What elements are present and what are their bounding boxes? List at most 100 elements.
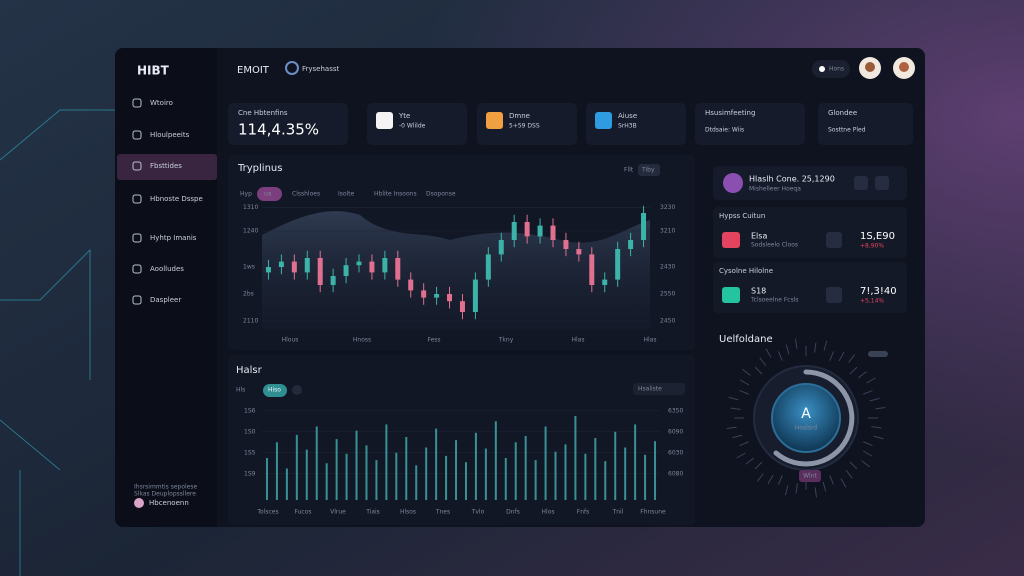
x-tick-label: Dnfs bbox=[506, 509, 520, 516]
x-tick-label: Tnil bbox=[612, 509, 624, 516]
bar bbox=[265, 458, 268, 500]
nav-item[interactable]: Wtoiro bbox=[150, 99, 173, 107]
list-sub: Tclsoeelne Fcsls bbox=[750, 297, 799, 304]
list-title: Hypss Cuitun bbox=[719, 212, 765, 220]
right-column: Hlaslh Cone. 25,1290 Mishelleer Hoeqa Hyps… bbox=[713, 166, 907, 498]
toggle[interactable] bbox=[812, 60, 850, 78]
list-panel bbox=[713, 207, 907, 258]
gauge-ray bbox=[759, 357, 767, 366]
filter-dot[interactable] bbox=[292, 385, 302, 395]
filter[interactable]: Dsoponse bbox=[426, 191, 456, 198]
x-tick-label: Tvlo bbox=[471, 509, 485, 516]
list-sub: Sodsleelo Cloos bbox=[751, 242, 798, 249]
search-text[interactable]: Frysehasst bbox=[302, 65, 340, 73]
bar bbox=[594, 438, 597, 500]
gauge-knob[interactable] bbox=[771, 383, 841, 453]
list-button[interactable] bbox=[826, 287, 842, 303]
y-tick-label-left: 1ws bbox=[243, 264, 255, 271]
icon-button[interactable] bbox=[875, 176, 889, 190]
list-name: S18 bbox=[751, 287, 766, 296]
nav-item[interactable]: Hyhtp Imanis bbox=[150, 234, 197, 242]
bar bbox=[385, 424, 388, 500]
range[interactable]: Hsaliste bbox=[638, 386, 662, 393]
stat-cards: Cne Hbtenfins 114,4.35% Yte -0 Wlilde Dmne 5+… bbox=[228, 103, 913, 145]
nav-item[interactable]: Aoolludes bbox=[150, 265, 184, 273]
gauge-ray bbox=[849, 366, 858, 375]
gauge-ray bbox=[861, 460, 870, 468]
x-tick-label: Hnoss bbox=[353, 337, 371, 344]
y-tick-label: 6090 bbox=[668, 428, 683, 435]
gauge-ray bbox=[863, 441, 873, 447]
logo: HIBT bbox=[137, 64, 170, 78]
nav-item[interactable]: Hloulpeeits bbox=[150, 131, 190, 139]
range-chip[interactable] bbox=[638, 164, 660, 176]
filter[interactable]: ua bbox=[264, 191, 272, 198]
nav-item[interactable]: Daspleer bbox=[150, 296, 181, 304]
range-option[interactable]: Fllt bbox=[624, 167, 634, 174]
filter-chip[interactable] bbox=[263, 384, 287, 397]
candle-body bbox=[576, 249, 582, 255]
filter[interactable]: Hyp bbox=[240, 191, 252, 198]
y-tick-label: 2430 bbox=[660, 264, 675, 271]
gauge-ray bbox=[732, 434, 743, 439]
y-tick-label-left: 2110 bbox=[243, 318, 258, 325]
stat-card[interactable] bbox=[818, 103, 913, 145]
candle-body bbox=[459, 301, 465, 312]
candle-body bbox=[421, 290, 427, 298]
candle-body bbox=[356, 261, 362, 266]
nav-icon bbox=[132, 161, 142, 171]
candle-body bbox=[408, 279, 414, 291]
list-value: 7!,3!40 bbox=[860, 286, 897, 297]
card-value: Sosttne Pled bbox=[828, 127, 866, 134]
bar bbox=[504, 458, 507, 500]
filter[interactable]: Hls bbox=[236, 387, 245, 394]
x-tick-label: Tnes bbox=[435, 509, 450, 516]
filter[interactable]: Isolte bbox=[338, 191, 355, 198]
gauge-label: A bbox=[801, 406, 811, 422]
bar bbox=[584, 453, 587, 500]
nav-item[interactable]: Hbnoste Dsspe bbox=[150, 195, 203, 203]
user-name: Hbcenoenn bbox=[149, 499, 189, 507]
gauge-ray bbox=[765, 348, 772, 358]
sidebar-footer: Slkas Deuplopssllere bbox=[134, 491, 196, 498]
filter-chip[interactable] bbox=[257, 187, 282, 201]
range-option[interactable]: Tiby bbox=[641, 167, 655, 174]
filter[interactable]: Hblite Insoons bbox=[374, 191, 417, 198]
candle-body bbox=[343, 265, 349, 276]
nav-icon bbox=[132, 264, 142, 274]
gauge-button-label: Wlnt bbox=[803, 473, 817, 480]
bar bbox=[455, 440, 458, 500]
top-card-title: Hlaslh Cone. 25,1290 bbox=[749, 175, 835, 184]
gauge-button[interactable] bbox=[799, 470, 821, 482]
filter[interactable]: Hiso bbox=[268, 387, 281, 394]
brand: EMOIT bbox=[237, 65, 270, 76]
y-tick-label-left: 2bs bbox=[243, 291, 254, 298]
bar bbox=[474, 432, 477, 500]
top-card[interactable] bbox=[713, 166, 907, 200]
search-icon bbox=[285, 61, 299, 75]
y-tick-label: 3210 bbox=[660, 228, 675, 235]
x-tick-label: Fucos bbox=[294, 509, 311, 516]
card-value: Dtdsaie: Wiis bbox=[705, 127, 744, 134]
stat-card[interactable] bbox=[228, 103, 348, 145]
nav-item[interactable]: Fbsttides bbox=[150, 162, 182, 170]
toggle-label: Hons bbox=[829, 66, 844, 73]
bar bbox=[634, 424, 637, 500]
filter[interactable]: Clsshloes bbox=[292, 191, 320, 198]
user-avatar[interactable] bbox=[134, 498, 144, 508]
bar bbox=[285, 468, 288, 500]
stat-card[interactable] bbox=[695, 103, 805, 145]
icon-button[interactable] bbox=[854, 176, 868, 190]
gauge-ray bbox=[866, 377, 876, 384]
x-tick-label: Tiais bbox=[365, 509, 380, 516]
gauge-ray bbox=[739, 389, 749, 395]
list-button[interactable] bbox=[826, 232, 842, 248]
panel-title: Tryplinus bbox=[237, 163, 282, 174]
gauge-ray bbox=[838, 351, 845, 362]
range-chip[interactable] bbox=[633, 383, 685, 395]
nav-icon bbox=[132, 194, 142, 204]
bar bbox=[654, 441, 657, 500]
slider[interactable] bbox=[868, 351, 888, 357]
